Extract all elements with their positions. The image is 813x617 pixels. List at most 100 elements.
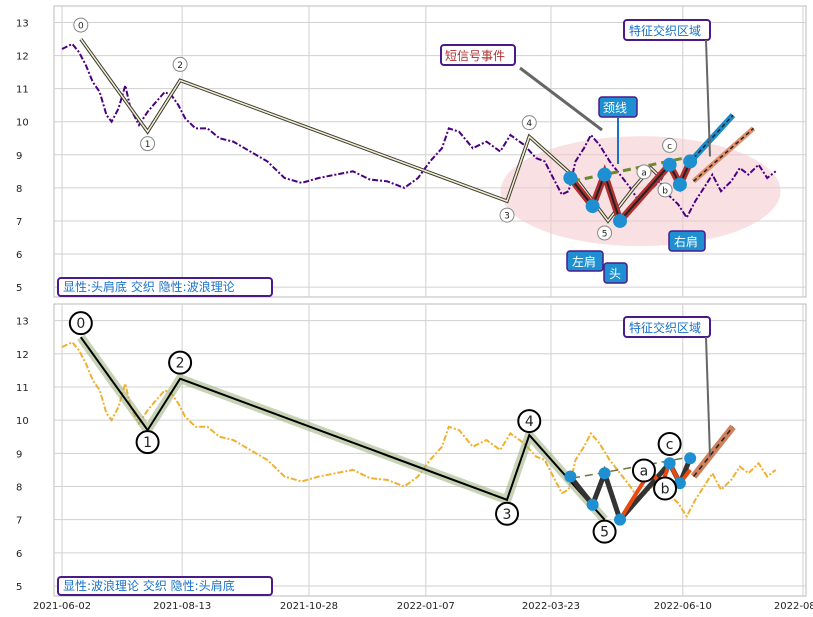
short-signal-label: 短信号事件 [445,49,505,63]
y-tick-label: 12 [16,350,29,361]
wave-label: 4 [526,119,532,129]
wave-label: 3 [503,507,512,523]
price-line [61,42,777,220]
pattern-point [586,498,599,511]
feature-arrow [705,39,711,157]
y-tick-label: 7 [16,516,22,527]
y-tick-label: 8 [16,483,22,494]
wave-label: b [662,186,668,196]
x-tick-label: 2021-08-13 [153,601,211,612]
projection-line [693,426,734,478]
y-tick-label: 13 [16,19,29,30]
wave-label-circle [521,115,537,131]
y-tick-label: 12 [16,52,29,63]
left-shoulder-box [566,250,604,272]
wave-label: c [667,142,672,152]
short-signal-box [440,44,516,66]
y-tick-label: 7 [16,217,22,228]
pattern-point [673,477,686,490]
y-tick-label: 9 [16,151,22,162]
x-tick-label: 2022-03-23 [522,601,580,612]
wave-line [79,336,606,521]
head-box-label: 头 [609,267,621,281]
panel-top: 5 6 7 8 9 10 11 12 13 0 2 1 4 3 5 a b c 显性:头肩底 交织 隐性:波浪理论 特… [16,5,807,298]
x-tick-label: 2022-06-10 [654,601,712,612]
wave-label-circle [631,458,656,483]
wave-label-circle [517,409,542,434]
pattern-zone-ellipse [500,136,781,247]
y-tick-label: 6 [16,250,22,261]
y-tick-label: 9 [16,449,22,460]
y-tick-label: 10 [16,416,29,427]
y-tick-label: 13 [16,317,29,328]
wave-label-circle [662,137,678,153]
wave-label: 3 [504,212,510,222]
wave-label-circle [135,430,160,455]
wave-label-circle [68,311,93,336]
wave-label: c [666,437,674,453]
feature-box [623,19,711,41]
x-tick-label: 2022-01-07 [397,601,455,612]
wave-label-circle [592,519,617,544]
x-tick-label: 2022-08-22 [774,601,813,612]
wave-label-circle [597,225,613,241]
neckline-label: 颈线 [603,101,627,115]
projection-line-2 [693,127,754,182]
caption-box [57,576,273,596]
x-tick-label: 2021-10-28 [280,601,338,612]
wave-label: 0 [78,22,84,32]
pattern-point [663,457,676,470]
short-signal-arrow [519,66,603,132]
wave-label: 5 [602,229,608,239]
pattern-point [597,167,612,182]
wave-label-circle [657,431,682,456]
feature-arrow [705,336,711,457]
wave-label-circle [657,182,673,198]
wave-label-circle [168,350,193,375]
wave-label-circle [495,501,520,526]
wave-label-circle [636,164,652,180]
wave-label: 2 [176,356,185,372]
feature-box-label: 特征交织区域 [629,320,701,335]
caption-box [57,277,273,297]
feature-box [623,316,711,338]
x-tick-label: 2021-06-02 [33,601,91,612]
wave-label: a [641,168,647,178]
right-shoulder-box [668,230,706,252]
wave-label: 2 [177,61,183,71]
pattern-point [598,467,611,480]
y-tick-label: 8 [16,184,22,195]
wave-label: 1 [143,435,152,451]
right-shoulder-box-label: 右肩 [674,234,698,249]
feature-box-label: 特征交织区域 [629,23,701,38]
wave-label: a [640,464,649,480]
caption-text: 显性:波浪理论 交织 隐性:头肩底 [63,578,235,593]
y-tick-label: 10 [16,118,29,129]
pattern-point [612,213,627,228]
wave-label-circle [499,207,515,223]
y-tick-label: 5 [16,582,22,593]
y-tick-label: 5 [16,283,22,294]
pattern-point [684,452,697,465]
wave-label: 5 [600,525,609,541]
wave-label: 4 [525,414,534,430]
projection-line [693,114,734,159]
pattern-point [585,199,600,214]
panel-bottom: 5 6 7 8 9 10 11 12 13 0 2 1 4 3 5 ab c 显性:波浪理论 交织 隐性:头肩底 特… [16,303,807,597]
wave-label: 1 [145,140,151,150]
wave-label: 0 [76,316,85,332]
neckline [571,154,693,183]
pattern-point [613,513,626,526]
wave-label-circle [172,56,188,72]
head-box [603,262,628,284]
neckline [571,455,693,479]
y-tick-label: 6 [16,549,22,560]
pattern-point [563,170,578,185]
caption-text: 显性:头肩底 交织 隐性:波浪理论 [63,279,235,294]
pattern-point [662,157,677,172]
x-axis: 2021-06-02 2021-08-13 2021-10-28 2022-01-07… [33,601,813,612]
wave-label-circle [73,17,89,33]
wave-label-circle [653,476,678,501]
wave-label: b [661,482,670,498]
